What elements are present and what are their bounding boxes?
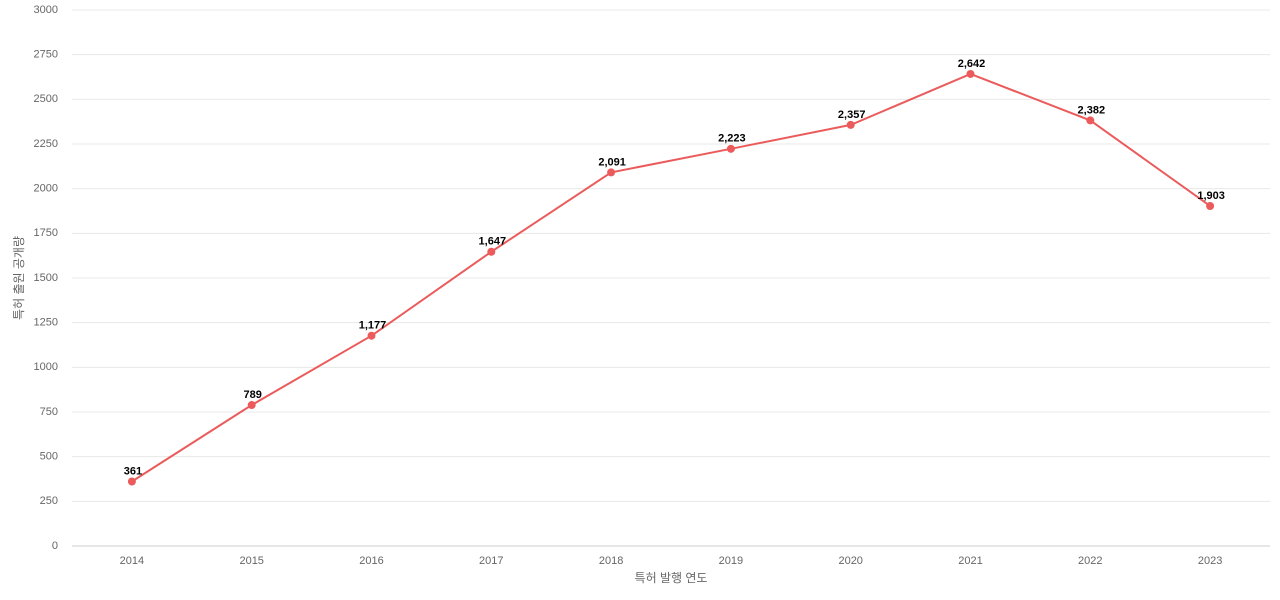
value-label: 1,177 bbox=[359, 320, 387, 332]
point bbox=[846, 120, 855, 129]
x-tick-label: 2022 bbox=[1078, 555, 1102, 567]
point bbox=[607, 168, 616, 177]
y-tick-label: 1750 bbox=[34, 227, 58, 239]
x-tick-label: 2014 bbox=[120, 555, 144, 567]
point bbox=[1086, 116, 1095, 125]
x-tick-label: 2019 bbox=[719, 555, 743, 567]
y-tick-label: 2750 bbox=[34, 49, 58, 61]
y-tick-label: 2500 bbox=[34, 93, 58, 105]
x-axis-label: 특허 발행 연도 bbox=[635, 570, 708, 585]
x-tick-label: 2021 bbox=[958, 555, 982, 567]
x-tick-label: 2016 bbox=[359, 555, 383, 567]
value-label: 1,903 bbox=[1197, 190, 1225, 202]
y-tick-label: 1500 bbox=[34, 272, 58, 284]
y-tick-label: 3000 bbox=[34, 4, 58, 16]
value-label: 361 bbox=[124, 465, 142, 477]
x-tick-label: 2020 bbox=[838, 555, 862, 567]
y-tick-label: 500 bbox=[40, 451, 58, 463]
point bbox=[247, 401, 256, 410]
y-tick-label: 2250 bbox=[34, 138, 58, 150]
x-tick-label: 2017 bbox=[479, 555, 503, 567]
point bbox=[1206, 201, 1215, 210]
x-tick-label: 2015 bbox=[239, 555, 263, 567]
y-tick-label: 250 bbox=[40, 495, 58, 507]
value-label: 2,091 bbox=[598, 156, 626, 168]
value-label: 2,642 bbox=[958, 58, 986, 70]
point bbox=[966, 69, 975, 78]
value-label: 2,357 bbox=[838, 109, 866, 121]
point bbox=[726, 144, 735, 153]
x-tick-label: 2018 bbox=[599, 555, 623, 567]
value-label: 2,223 bbox=[718, 133, 746, 145]
y-tick-label: 1000 bbox=[34, 361, 58, 373]
y-tick-label: 1250 bbox=[34, 317, 58, 329]
point bbox=[127, 477, 136, 486]
y-tick-label: 0 bbox=[52, 540, 58, 552]
y-tick-label: 750 bbox=[40, 406, 58, 418]
value-label: 789 bbox=[244, 389, 262, 401]
x-tick-label: 2023 bbox=[1198, 555, 1222, 567]
value-label: 1,647 bbox=[479, 236, 507, 248]
line bbox=[131, 72, 1211, 483]
point bbox=[487, 247, 496, 256]
y-tick-label: 2000 bbox=[34, 183, 58, 195]
y-axis-label: 특허 출원 공개량 bbox=[12, 236, 26, 320]
point bbox=[367, 331, 376, 340]
value-label: 2,382 bbox=[1078, 104, 1106, 116]
